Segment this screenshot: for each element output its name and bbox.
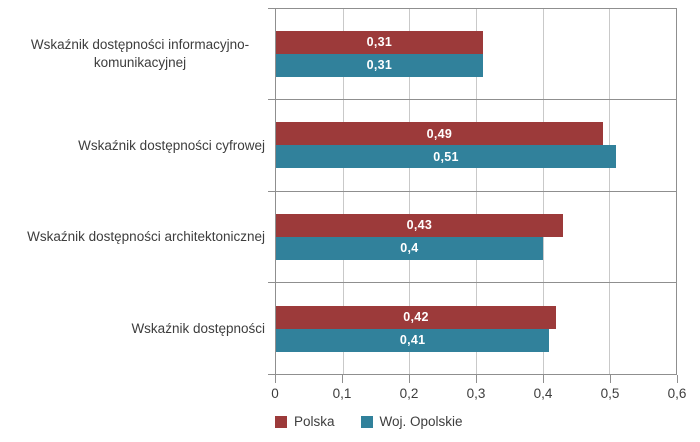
legend-swatch-polska (275, 415, 287, 428)
bar-woj-opolskie: 0,51 (276, 145, 616, 169)
category-band: Wskaźnik dostępności 0,42 0,41 (0, 283, 700, 375)
category-axis-tick (268, 374, 276, 375)
category-label-text: Wskaźnik dostępności architektonicznej (27, 229, 265, 245)
bar-value-label: 0,49 (426, 126, 453, 141)
category-label-text: Wskaźnik dostępności cyfrowej (78, 137, 265, 153)
axis-spacer (0, 375, 275, 411)
legend-row: Polska Woj. Opolskie (0, 414, 700, 429)
legend-swatch-woj-opolskie (360, 415, 373, 428)
gridline (609, 283, 611, 374)
category-axis-tick (268, 8, 276, 9)
bar-value-label: 0,31 (366, 58, 393, 73)
category-axis-tick (268, 98, 276, 100)
category-label: Wskaźnik dostępności cyfrowej (0, 100, 275, 192)
category-band: Wskaźnik dostępności cyfrowej 0,49 0,51 (0, 99, 700, 192)
bar-woj-opolskie: 0,41 (276, 328, 550, 352)
bar-group: 0,31 0,31 (276, 9, 676, 99)
category-label: Wskaźnik dostępności (0, 283, 275, 375)
x-axis-tick (408, 375, 410, 383)
x-axis-tick-label: 0,6 (667, 386, 687, 401)
category-axis-tick (268, 190, 276, 192)
bar-polska: 0,31 (276, 30, 483, 54)
band-plot: 0,43 0,4 (268, 191, 677, 284)
bar-group: 0,49 0,51 (276, 100, 676, 191)
x-axis-tick-label: 0 (271, 386, 279, 401)
x-axis-tick-label: 0,3 (466, 386, 486, 401)
band-plot: 0,31 0,31 (268, 8, 677, 100)
category-band: Wskaźnik dostępności architektonicznej 0,… (0, 191, 700, 284)
legend-label: Woj. Opolskie (379, 414, 463, 429)
bar-group: 0,42 0,41 (276, 283, 676, 374)
legend-label: Polska (294, 414, 335, 429)
bar-polska: 0,49 (276, 122, 603, 146)
gridline (609, 191, 611, 283)
bar-value-label: 0,41 (399, 333, 426, 348)
legend-item-woj-opolskie: Woj. Opolskie (360, 414, 463, 429)
bar-value-label: 0,43 (406, 218, 433, 233)
bar-value-label: 0,42 (403, 310, 429, 325)
category-axis-tick (268, 282, 276, 284)
bar-polska: 0,42 (276, 305, 556, 329)
x-axis-tick-label: 0,5 (600, 386, 620, 401)
legend-item-polska: Polska (275, 414, 335, 429)
category-band: Wskaźnik dostępności informacyjno-komuni… (0, 8, 700, 100)
category-label-text: Wskaźnik dostępności informacyjno-komuni… (30, 36, 250, 70)
bar-value-label: 0,51 (433, 149, 459, 164)
x-axis-tick-label: 0,2 (399, 386, 419, 401)
category-label: Wskaźnik dostępności architektonicznej (0, 192, 275, 284)
gridline (542, 191, 544, 283)
x-axis-tick-label: 0,4 (533, 386, 553, 401)
gridline (609, 9, 611, 99)
category-label: Wskaźnik dostępności informacyjno-komuni… (0, 8, 275, 100)
plot-area: Wskaźnik dostępności informacyjno-komuni… (0, 8, 700, 375)
band-plot: 0,42 0,41 (268, 283, 677, 375)
x-axis-tick (610, 375, 611, 383)
bar-value-label: 0,31 (366, 35, 393, 50)
x-axis-tick (476, 375, 477, 383)
x-axis-tick (542, 375, 544, 383)
x-axis-tick (677, 375, 678, 383)
x-axis: 0 0,1 0,2 0,3 0,4 0,5 0,6 (0, 375, 700, 411)
category-label-text: Wskaźnik dostępności (131, 321, 265, 337)
bar-group: 0,43 0,4 (276, 192, 676, 283)
x-axis-area: 0 0,1 0,2 0,3 0,4 0,5 0,6 (271, 375, 686, 411)
x-axis-tick-label: 0,1 (332, 386, 352, 401)
bar-woj-opolskie: 0,31 (276, 53, 483, 77)
x-axis-tick (275, 375, 276, 383)
gridline (542, 9, 544, 99)
bar-value-label: 0,4 (400, 241, 419, 256)
bar-woj-opolskie: 0,4 (276, 236, 543, 260)
legend: Polska Woj. Opolskie (275, 414, 700, 429)
legend-spacer (0, 414, 275, 429)
bar-polska: 0,43 (276, 213, 563, 237)
x-axis-tick (341, 375, 343, 383)
band-plot: 0,49 0,51 (268, 99, 677, 192)
